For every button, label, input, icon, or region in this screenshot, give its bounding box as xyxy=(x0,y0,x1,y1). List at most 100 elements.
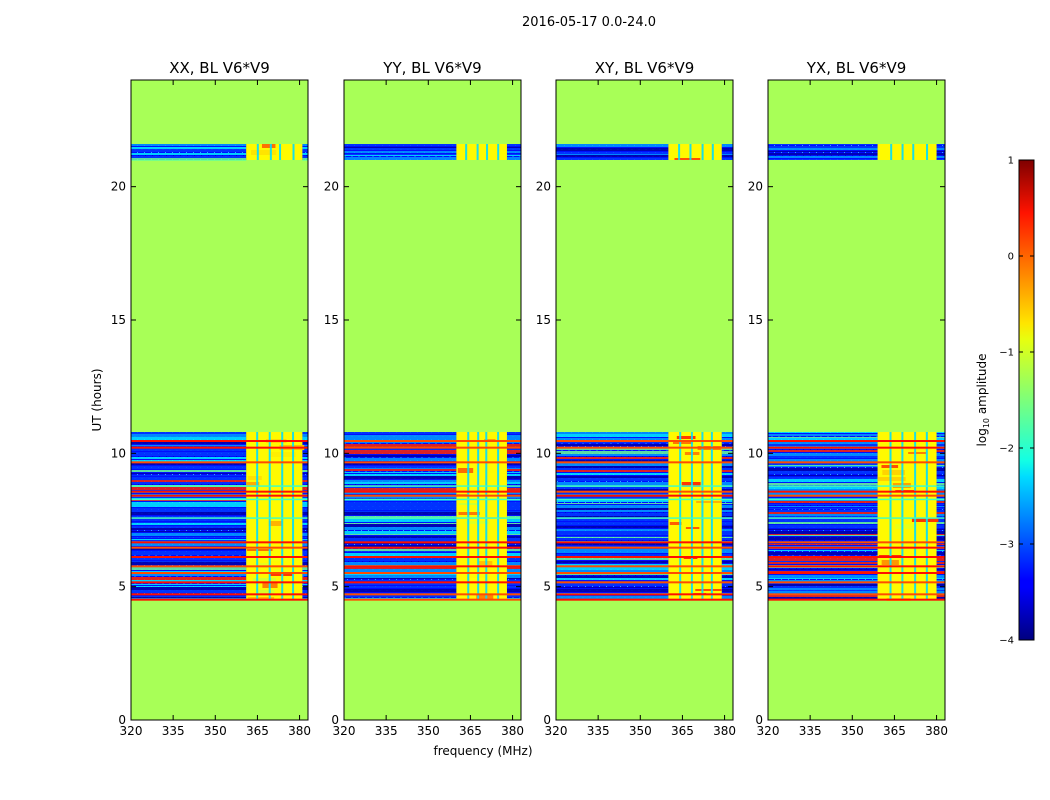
time-dump-stripe xyxy=(302,502,308,505)
rfi-line-faint xyxy=(131,517,308,519)
time-dump-stripe xyxy=(506,595,521,597)
y-tick-label: 10 xyxy=(324,446,339,460)
time-dump-stripe xyxy=(302,551,308,553)
channel-gap xyxy=(292,144,295,160)
channel-gap xyxy=(914,432,917,600)
time-dump-stripe xyxy=(344,523,457,524)
data-segment-1 xyxy=(344,144,521,160)
time-dump-stripe xyxy=(506,536,521,538)
time-dump-stripe xyxy=(721,549,733,550)
time-dump-stripe xyxy=(131,587,247,590)
time-dump-stripe xyxy=(768,508,878,509)
time-dump-stripe xyxy=(721,457,733,459)
time-dump-stripe xyxy=(344,148,457,150)
time-dump-stripe xyxy=(506,466,521,468)
time-dump-stripe xyxy=(131,531,247,532)
time-dump-stripe xyxy=(936,437,945,438)
time-dump-stripe xyxy=(768,456,878,458)
time-dump-stripe xyxy=(556,513,669,516)
time-dump-stripe xyxy=(131,505,247,507)
time-dump-stripe xyxy=(721,454,733,456)
rfi-line xyxy=(131,572,308,574)
x-tick-label: 350 xyxy=(204,724,227,738)
channel-gap xyxy=(497,432,500,600)
channel-gap xyxy=(926,144,929,160)
time-dump-stripe xyxy=(506,512,521,515)
time-dump-stripe xyxy=(768,442,878,443)
rfi-patch xyxy=(256,590,275,595)
time-dump-stripe xyxy=(721,492,733,494)
time-dump-stripe xyxy=(556,595,669,596)
time-dump-stripe xyxy=(344,151,457,153)
time-dump-stripe xyxy=(506,432,521,434)
time-dump-stripe xyxy=(768,463,878,465)
time-dump-stripe xyxy=(302,441,308,444)
time-dump-stripe xyxy=(721,513,733,516)
colorbar-tick-label: −3 xyxy=(999,540,1014,551)
time-dump-stripe xyxy=(936,159,945,160)
time-dump-stripe xyxy=(344,482,457,484)
time-dump-stripe xyxy=(131,446,247,447)
time-dump-stripe xyxy=(556,554,669,555)
y-tick-label: 15 xyxy=(111,313,126,327)
time-dump-stripe xyxy=(936,508,945,509)
time-dump-stripe xyxy=(506,480,521,482)
time-dump-stripe xyxy=(768,465,878,466)
time-dump-stripe xyxy=(131,522,247,523)
rfi-band xyxy=(456,144,507,160)
time-dump-stripe xyxy=(721,473,733,475)
time-dump-stripe xyxy=(936,550,945,551)
time-dump-stripe xyxy=(344,502,457,504)
channel-gap xyxy=(467,432,470,600)
time-dump-stripe xyxy=(131,561,247,562)
rfi-line xyxy=(556,565,733,568)
time-dump-stripe xyxy=(556,543,669,545)
time-dump-stripe xyxy=(506,538,521,541)
time-dump-stripe xyxy=(768,434,878,436)
time-dump-stripe xyxy=(344,449,457,450)
rfi-line xyxy=(344,556,521,558)
time-dump-stripe xyxy=(506,468,521,469)
rfi-line-faint xyxy=(556,498,733,501)
time-dump-stripe xyxy=(131,449,247,451)
time-dump-stripe xyxy=(302,445,308,446)
channel-gap xyxy=(485,432,488,600)
time-dump-stripe xyxy=(768,487,878,489)
rfi-patch xyxy=(247,597,275,600)
time-dump-stripe xyxy=(556,505,669,508)
time-dump-stripe xyxy=(344,578,457,579)
time-dump-stripe xyxy=(506,482,521,484)
time-dump-stripe xyxy=(721,432,733,433)
time-dump-stripe xyxy=(131,567,247,570)
time-dump-stripe xyxy=(768,544,878,545)
masked-region xyxy=(131,80,308,720)
rfi-line xyxy=(344,565,521,568)
time-dump-stripe xyxy=(768,477,878,479)
rfi-patch xyxy=(674,158,701,160)
time-dump-stripe xyxy=(936,487,945,489)
x-tick-label: 335 xyxy=(587,724,610,738)
time-dump-stripe xyxy=(556,489,669,491)
time-dump-stripe xyxy=(721,534,733,535)
time-dump-stripe xyxy=(721,468,733,470)
rfi-line xyxy=(131,490,308,493)
rfi-line xyxy=(768,546,945,549)
time-dump-stripe xyxy=(936,504,945,505)
time-dump-stripe xyxy=(302,577,308,580)
time-dump-stripe xyxy=(936,519,945,522)
time-dump-stripe xyxy=(768,529,878,530)
time-dump-stripe xyxy=(721,496,733,499)
time-dump-stripe xyxy=(721,505,733,508)
panel-title: YY, BL V6*V9 xyxy=(382,59,481,77)
time-dump-stripe xyxy=(131,498,247,499)
y-tick-label: 0 xyxy=(118,713,126,727)
time-dump-stripe xyxy=(302,540,308,541)
time-dump-stripe xyxy=(721,576,733,578)
time-dump-stripe xyxy=(506,567,521,569)
rfi-line xyxy=(556,541,733,544)
time-dump-stripe xyxy=(721,574,733,575)
time-dump-stripe xyxy=(302,553,308,555)
time-dump-stripe xyxy=(344,480,457,482)
time-dump-stripe xyxy=(302,539,308,540)
